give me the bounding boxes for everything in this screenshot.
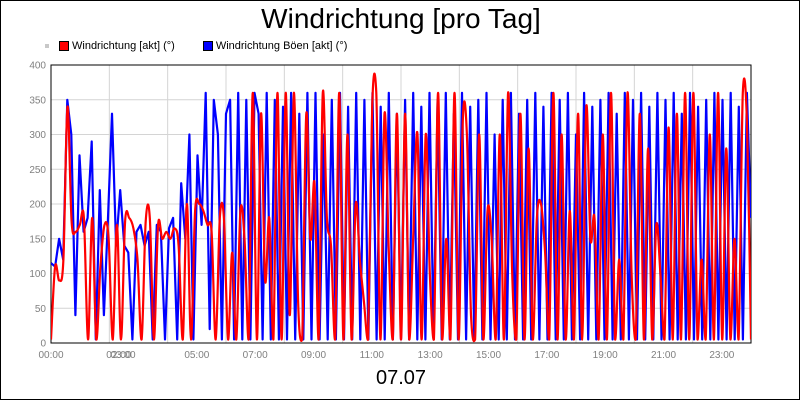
x-tick-label: 09:00: [301, 350, 326, 361]
y-tick-label: 0: [40, 339, 46, 350]
x-tick-label: 23:00: [709, 350, 734, 361]
x-tick-label: 02:00: [106, 350, 131, 361]
y-tick-label: 200: [29, 200, 46, 211]
x-tick-label: 00:00: [38, 350, 63, 361]
x-tick-label: 21:00: [651, 350, 676, 361]
legend: Windrichtung [akt] (°) Windrichtung Böen…: [45, 39, 375, 53]
y-tick-label: 300: [29, 130, 46, 141]
y-tick-label: 250: [29, 165, 46, 176]
legend-item-series-1: Windrichtung [akt] (°): [59, 40, 175, 52]
y-tick-label: 100: [29, 269, 46, 280]
x-tick-label: 07:00: [243, 350, 268, 361]
y-tick-label: 150: [29, 234, 46, 245]
legend-handle-icon: [45, 44, 49, 48]
x-tick-label: 15:00: [476, 350, 501, 361]
chart-title: Windrichtung [pro Tag]: [261, 3, 541, 34]
legend-swatch-red: [59, 41, 69, 51]
legend-label-series-2: Windrichtung Böen [akt] (°): [215, 40, 348, 52]
x-tick-label: 17:00: [534, 350, 559, 361]
legend-swatch-blue: [202, 41, 213, 51]
legend-label-series-1: Windrichtung [akt] (°): [72, 40, 175, 52]
x-tick-label: 11:00: [360, 350, 385, 361]
x-tick-label: 13:00: [418, 350, 443, 361]
series-line-windrichtung: [51, 72, 751, 343]
x-tick-label: 05:00: [184, 350, 209, 361]
x-axis-caption: 07.07: [375, 367, 427, 389]
y-tick-label: 350: [29, 95, 46, 106]
x-tick-label: 19:00: [593, 350, 618, 361]
y-tick-label: 50: [35, 304, 47, 315]
legend-item-series-2: Windrichtung Böen [akt] (°): [202, 40, 348, 52]
y-tick-label: 400: [29, 61, 46, 72]
x-tick-label: 03:00: [111, 350, 136, 361]
